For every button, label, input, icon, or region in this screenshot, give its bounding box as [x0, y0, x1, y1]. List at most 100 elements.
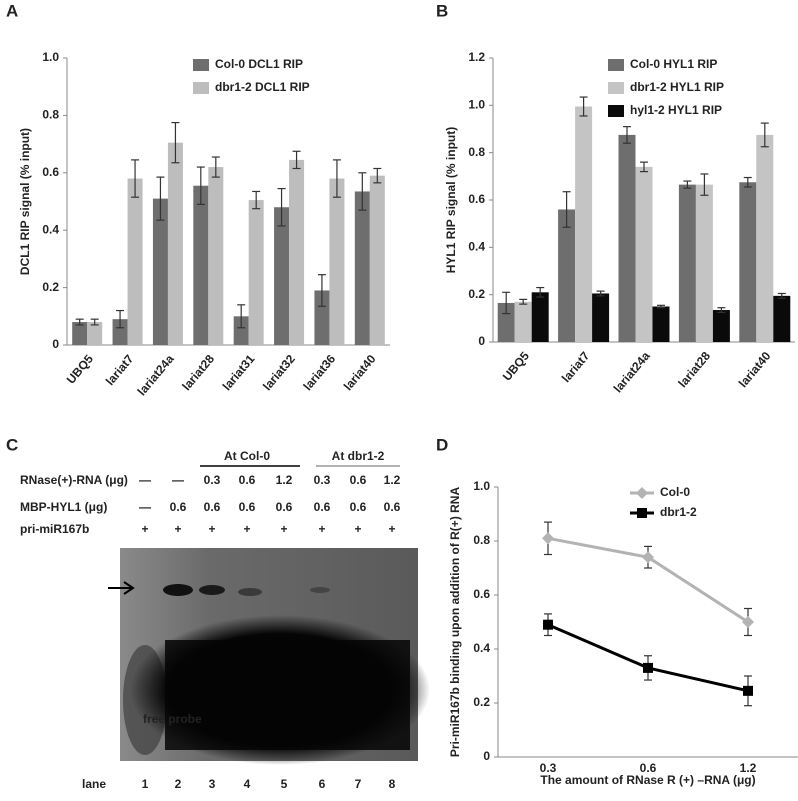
x-tick-label: 0.6 — [640, 761, 657, 775]
x-tick-label: lariat24a — [135, 352, 177, 399]
marker — [743, 685, 753, 696]
marker — [636, 487, 648, 499]
bar — [193, 185, 209, 345]
cell: + — [208, 522, 215, 536]
cell: 0.6 — [204, 500, 221, 514]
marker — [543, 619, 553, 630]
cell: + — [388, 522, 395, 536]
bar — [575, 106, 593, 343]
bar — [72, 322, 88, 345]
lane-number: 4 — [244, 777, 251, 791]
cell: 0.6 — [384, 500, 401, 514]
gel-image — [108, 465, 430, 765]
cell: 0.6 — [239, 500, 256, 514]
cell: — — [139, 473, 151, 487]
y-tick-label: 0.2 — [473, 695, 490, 709]
y-tick-label: 0 — [52, 337, 59, 351]
y-tick-label: 0.4 — [42, 222, 59, 236]
bar — [127, 178, 143, 345]
legend-label: dbr1-2 — [660, 505, 697, 519]
legend-swatch — [608, 59, 624, 71]
free-probe-label: free probe — [143, 712, 202, 726]
y-tick-label: 0.8 — [42, 108, 59, 122]
panel-label: A — [6, 1, 18, 20]
marker — [542, 532, 554, 545]
lane-number: 8 — [389, 777, 396, 791]
bar — [635, 166, 653, 342]
y-tick-label: 0 — [483, 749, 490, 763]
x-tick-label: 1.2 — [740, 761, 757, 775]
legend-swatch — [193, 59, 209, 71]
lane-number: 7 — [355, 777, 362, 791]
x-tick-label: UBQ5 — [500, 349, 532, 384]
bar — [618, 134, 636, 342]
bar — [652, 306, 670, 342]
marker — [637, 508, 647, 518]
cell: — — [172, 473, 184, 487]
x-tick-label: lariat7 — [103, 352, 137, 388]
y-axis-label: HYL1 RIP signal (% input) — [444, 127, 458, 273]
legend-swatch — [608, 105, 624, 117]
y-tick-label: 0 — [478, 334, 485, 348]
cell: + — [354, 522, 361, 536]
bar — [773, 295, 791, 342]
x-tick-label: lariat7 — [559, 349, 593, 385]
cell: + — [141, 522, 148, 536]
bar — [248, 200, 264, 345]
y-tick-label: 1.0 — [473, 479, 490, 493]
bar — [678, 184, 696, 342]
y-tick-label: 0.6 — [468, 192, 485, 206]
cell: 1.2 — [276, 473, 293, 487]
legend-label: Col-0 HYL1 RIP — [630, 57, 717, 71]
cell: + — [280, 522, 287, 536]
bar — [152, 198, 168, 345]
y-tick-label: 0.8 — [468, 145, 485, 159]
legend-label: dbr1-2 DCL1 RIP — [215, 80, 310, 94]
lane-number: 1 — [142, 777, 149, 791]
bar — [514, 301, 532, 342]
bar — [208, 167, 224, 345]
y-tick-label: 0.6 — [473, 587, 490, 601]
y-tick-label: 0.6 — [42, 165, 59, 179]
x-tick-label: lariat24a — [611, 349, 653, 396]
cell: 0.6 — [350, 500, 367, 514]
group-label: At dbr1-2 — [332, 449, 385, 463]
cell: 1.2 — [384, 473, 401, 487]
lane-number: 2 — [175, 777, 182, 791]
marker — [742, 616, 754, 628]
row-label: pri-miR167b — [20, 522, 89, 536]
cell: 0.6 — [239, 473, 256, 487]
bar — [695, 184, 713, 342]
lane-number: 3 — [209, 777, 216, 791]
x-tick-label: UBQ5 — [64, 352, 96, 387]
x-tick-label: lariat28 — [179, 352, 217, 393]
bar — [739, 182, 757, 342]
cell: 0.6 — [314, 500, 331, 514]
lane-number: 6 — [319, 777, 326, 791]
cell: — — [139, 500, 151, 514]
panel-label: D — [436, 435, 448, 454]
x-tick-label: lariat28 — [675, 349, 713, 390]
legend-swatch — [608, 82, 624, 94]
legend-swatch — [193, 82, 209, 94]
cell: 0.6 — [350, 473, 367, 487]
y-tick-label: 0.4 — [468, 240, 485, 254]
cell: + — [243, 522, 250, 536]
bar — [756, 134, 774, 342]
bar — [369, 175, 385, 345]
y-tick-label: 1.0 — [42, 50, 59, 64]
legend-label: Col-0 — [660, 485, 690, 499]
bar — [289, 159, 305, 345]
x-tick-label: lariat36 — [300, 352, 338, 393]
lane-label: lane — [82, 777, 106, 791]
x-tick-label: lariat31 — [220, 352, 258, 393]
panel-label: B — [436, 1, 448, 20]
bar — [274, 207, 290, 345]
legend-label: hyl1-2 HYL1 RIP — [630, 103, 722, 117]
x-tick-label: lariat40 — [736, 349, 774, 390]
y-tick-label: 0.8 — [473, 533, 490, 547]
y-axis-label: Pri-miR167b binding upon addition of R(+… — [448, 487, 462, 758]
cell: 0.6 — [170, 500, 187, 514]
cell: 0.3 — [204, 473, 221, 487]
